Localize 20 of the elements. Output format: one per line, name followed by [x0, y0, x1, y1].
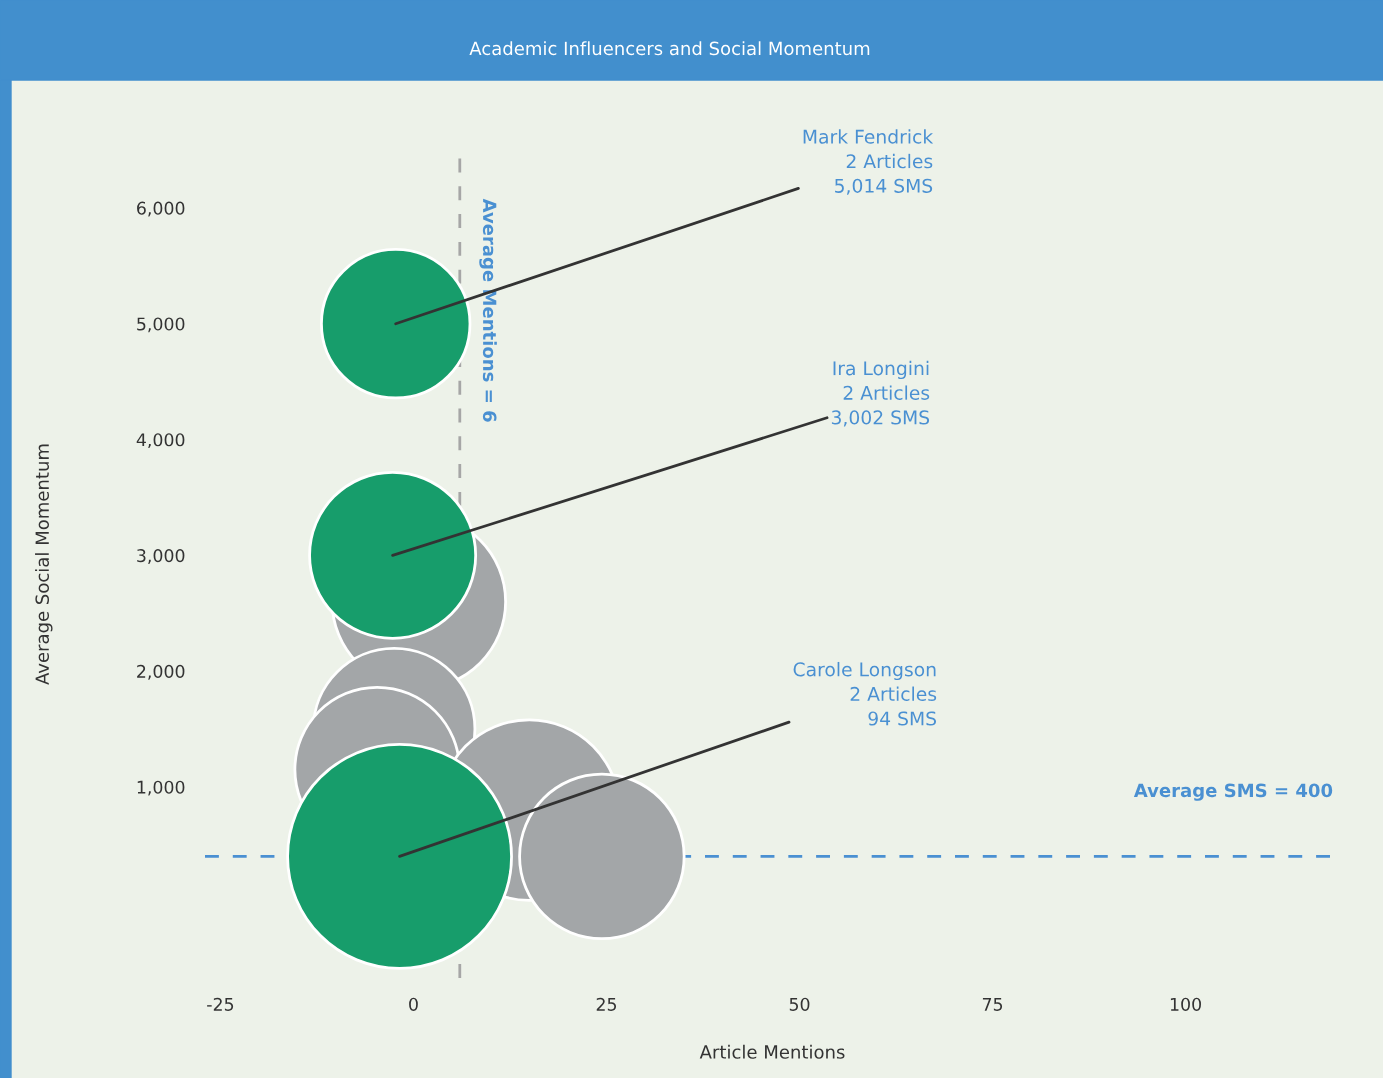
ref-line-label: Average SMS = 400: [1133, 783, 1333, 801]
x-tick-label: 100: [1170, 997, 1201, 1011]
y-tick-label: 2,000: [137, 664, 185, 680]
y-axis-title: Average Social Momentum: [35, 444, 53, 685]
y-tick-label: 4,000: [136, 433, 185, 449]
x-tick-label: 50: [789, 997, 810, 1011]
x-axis-title: Article Mentions: [699, 1044, 845, 1059]
y-tick-label: 6,000: [137, 201, 185, 217]
x-tick-label: 0: [409, 997, 418, 1011]
y-tick-label: 1,000: [137, 780, 185, 796]
annotation: Mark Fendrick 2 Articles 5,014 SMS: [803, 129, 934, 195]
annotation: Ira Longini 2 Articles 3,002 SMS: [831, 360, 930, 427]
x-tick-label: 25: [596, 997, 617, 1011]
y-tick-label: 3,000: [137, 549, 185, 564]
y-tick-label: 5,000: [137, 317, 185, 333]
x-tick-label: -25: [207, 997, 234, 1011]
ref-line-label: Average Mentions = 6: [479, 198, 497, 422]
x-tick-label: 75: [982, 997, 1003, 1011]
chart-title: Academic Influencers and Social Momentum: [469, 41, 870, 56]
annotation: Carole Longson 2 Articles 94 SMS: [793, 661, 937, 726]
